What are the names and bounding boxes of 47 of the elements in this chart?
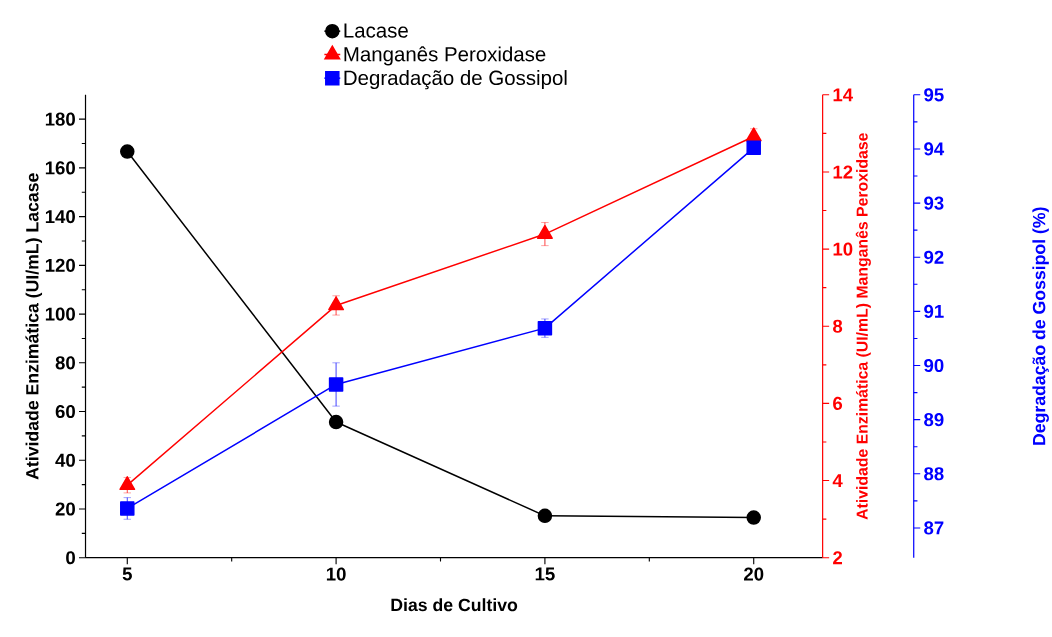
legend-label: Manganês Peroxidase (344, 46, 546, 66)
point (119, 476, 136, 491)
legend-label: Lacase (344, 23, 408, 38)
point (537, 508, 553, 524)
x-tick-label: 5 (122, 567, 132, 581)
y-tick-label: 100 (45, 307, 75, 321)
y-tick-label: 40 (55, 453, 75, 467)
x-tick-label: 20 (744, 567, 764, 581)
point (120, 501, 135, 516)
y-tick-label: 140 (45, 210, 75, 224)
legend-label: Degradação de Gossipol (344, 70, 567, 90)
y3-tick-label: 93 (924, 196, 944, 210)
y3-tick-label: 87 (924, 521, 944, 535)
y3-tick-label: 90 (924, 359, 944, 373)
y-axis-title: Atividade Enzimática (UI/mL) Lacase (25, 173, 43, 480)
y-tick-label: 20 (55, 502, 75, 516)
y-tick-label: 60 (55, 405, 75, 419)
y-tick-label: 80 (55, 356, 75, 370)
x-tick-label: 15 (535, 567, 555, 581)
point (328, 414, 344, 430)
y3-tick-label: 91 (924, 304, 944, 319)
point (746, 510, 761, 525)
point (745, 127, 762, 142)
y2-tick-label: 14 (833, 88, 853, 102)
y-tick-label: 160 (45, 161, 75, 175)
y3-tick-label: 95 (924, 88, 944, 102)
y2-tick-label: 6 (833, 396, 843, 411)
y-tick-label: 120 (45, 258, 75, 273)
y2-tick-label: 10 (833, 242, 853, 256)
y3-axis-title: Degradação de Gossipol (%) (1032, 207, 1049, 445)
y3-tick-label: 88 (924, 467, 944, 481)
y2-tick-label: 12 (833, 165, 853, 179)
y2-tick-label: 4 (832, 474, 843, 488)
y3-tick-label: 92 (924, 250, 944, 264)
point (537, 321, 553, 336)
y2-axis-title: Atividade Enzimática (UI/mL) Manganês Peroxidase (855, 133, 871, 520)
y3-tick-label: 89 (924, 413, 944, 427)
y-tick-label: 0 (66, 551, 75, 565)
point (746, 140, 761, 156)
y2-tick-label: 2 (833, 551, 843, 565)
x-axis-title: Dias de Cultivo (391, 598, 518, 612)
y-tick-label: 180 (45, 112, 75, 126)
y2-tick-label: 8 (833, 319, 843, 333)
point (120, 144, 135, 159)
y3-tick-label: 94 (924, 142, 945, 156)
point (328, 377, 344, 392)
x-tick-label: 10 (326, 567, 346, 581)
